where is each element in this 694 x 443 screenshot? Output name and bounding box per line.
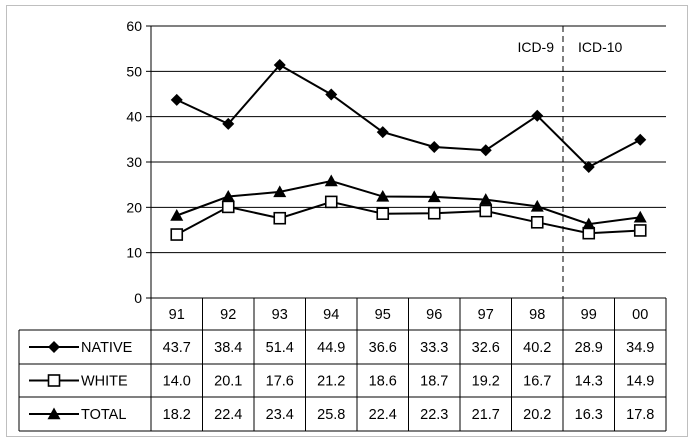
data-label-total: 17.8 bbox=[626, 407, 654, 423]
x-tick-label: 98 bbox=[529, 307, 545, 323]
legend-marker-white bbox=[47, 374, 61, 387]
marker-total bbox=[273, 185, 287, 198]
series-lines bbox=[176, 63, 641, 236]
marker-white bbox=[221, 200, 235, 214]
marker-native bbox=[582, 160, 595, 173]
legend-label-total: TOTAL bbox=[81, 407, 126, 423]
data-label-native: 28.9 bbox=[575, 340, 603, 356]
data-label-total: 18.2 bbox=[163, 407, 191, 423]
marker-total bbox=[170, 208, 184, 221]
y-tick-label: 60 bbox=[126, 18, 142, 34]
data-label-total: 25.8 bbox=[317, 407, 345, 423]
marker-white bbox=[479, 204, 493, 218]
series-markers bbox=[170, 58, 647, 241]
x-tick-label: 92 bbox=[220, 307, 236, 323]
x-tick-label: 93 bbox=[272, 307, 288, 323]
y-tick-label: 50 bbox=[126, 63, 142, 79]
legend-marker-total bbox=[47, 407, 61, 420]
data-label-white: 17.6 bbox=[266, 374, 294, 390]
data-label-total: 23.4 bbox=[266, 407, 294, 423]
data-label-white: 14.9 bbox=[626, 374, 654, 390]
x-tick-label: 97 bbox=[478, 307, 494, 323]
data-label-white: 18.7 bbox=[420, 374, 448, 390]
x-tick-label: 95 bbox=[375, 307, 391, 323]
y-tick-label: 40 bbox=[126, 109, 142, 125]
data-label-native: 34.9 bbox=[626, 340, 654, 356]
legend-label-white: WHITE bbox=[81, 374, 128, 390]
data-label-white: 14.3 bbox=[575, 374, 603, 390]
y-tick-label: 30 bbox=[126, 154, 142, 170]
data-label-white: 18.6 bbox=[369, 374, 397, 390]
data-label-native: 44.9 bbox=[317, 340, 345, 356]
data-label-total: 22.4 bbox=[214, 407, 242, 423]
marker-white bbox=[273, 211, 287, 225]
data-label-native: 32.6 bbox=[472, 340, 500, 356]
marker-native bbox=[428, 141, 441, 154]
data-label-native: 51.4 bbox=[266, 340, 294, 356]
marker-total bbox=[582, 217, 596, 230]
series-line-total bbox=[176, 179, 641, 226]
data-label-native: 43.7 bbox=[163, 340, 191, 356]
data-label-total: 22.3 bbox=[420, 407, 448, 423]
annotations: ICD-9 ICD-10 bbox=[517, 39, 622, 55]
data-table: 91 92 93 94 95 96 97 98 99 00 NATIVE 43.7 38.4 51.4 44… bbox=[18, 297, 667, 432]
data-label-white: 21.2 bbox=[317, 374, 345, 390]
marker-white bbox=[530, 215, 544, 229]
marker-white bbox=[582, 226, 596, 240]
marker-native bbox=[325, 88, 338, 101]
data-label-native: 38.4 bbox=[214, 340, 242, 356]
data-label-total: 16.3 bbox=[575, 407, 603, 423]
annotation-right: ICD-10 bbox=[578, 39, 623, 55]
marker-native bbox=[376, 126, 389, 139]
series-line-white bbox=[176, 200, 641, 236]
marker-white bbox=[633, 224, 647, 237]
marker-native bbox=[479, 144, 492, 157]
data-label-total: 22.4 bbox=[369, 407, 397, 423]
marker-total bbox=[633, 210, 647, 223]
data-label-native: 40.2 bbox=[523, 340, 551, 356]
y-tick-labels: 0 10 20 30 40 50 60 bbox=[126, 18, 142, 306]
annotation-left: ICD-9 bbox=[517, 39, 554, 55]
data-label-total: 21.7 bbox=[472, 407, 500, 423]
marker-native bbox=[273, 58, 286, 71]
marker-total bbox=[479, 193, 493, 205]
data-label-total: 20.2 bbox=[523, 407, 551, 423]
legend-label-native: NATIVE bbox=[81, 340, 133, 356]
y-tick-label: 0 bbox=[134, 290, 142, 306]
data-label-white: 19.2 bbox=[472, 374, 500, 390]
marker-total bbox=[324, 174, 338, 187]
marker-white bbox=[324, 195, 338, 209]
x-tick-label: 94 bbox=[323, 307, 339, 323]
legend-marker-native bbox=[48, 341, 60, 353]
marker-native bbox=[634, 133, 647, 146]
marker-native bbox=[531, 109, 544, 122]
y-tick-label: 20 bbox=[126, 199, 142, 215]
x-tick-label: 99 bbox=[581, 307, 597, 323]
y-tick-label: 10 bbox=[126, 245, 142, 261]
x-tick-label: 91 bbox=[169, 307, 185, 323]
marker-total bbox=[427, 190, 441, 203]
marker-native bbox=[222, 117, 235, 130]
data-label-native: 36.6 bbox=[369, 340, 397, 356]
data-label-white: 16.7 bbox=[523, 374, 551, 390]
grid-lines bbox=[151, 25, 666, 254]
marker-white bbox=[170, 228, 184, 241]
marker-total bbox=[376, 189, 390, 202]
x-tick-label: 00 bbox=[632, 307, 648, 323]
marker-total bbox=[530, 199, 544, 212]
marker-white bbox=[427, 206, 441, 220]
axes bbox=[146, 25, 152, 299]
marker-white bbox=[376, 207, 390, 220]
data-label-white: 20.1 bbox=[214, 374, 242, 390]
data-label-native: 33.3 bbox=[420, 340, 448, 356]
chart-frame bbox=[6, 5, 688, 437]
series-line-native bbox=[176, 63, 641, 169]
x-tick-label: 96 bbox=[426, 307, 442, 323]
marker-native bbox=[170, 93, 183, 106]
data-label-white: 14.0 bbox=[163, 374, 191, 390]
marker-total bbox=[221, 189, 235, 202]
